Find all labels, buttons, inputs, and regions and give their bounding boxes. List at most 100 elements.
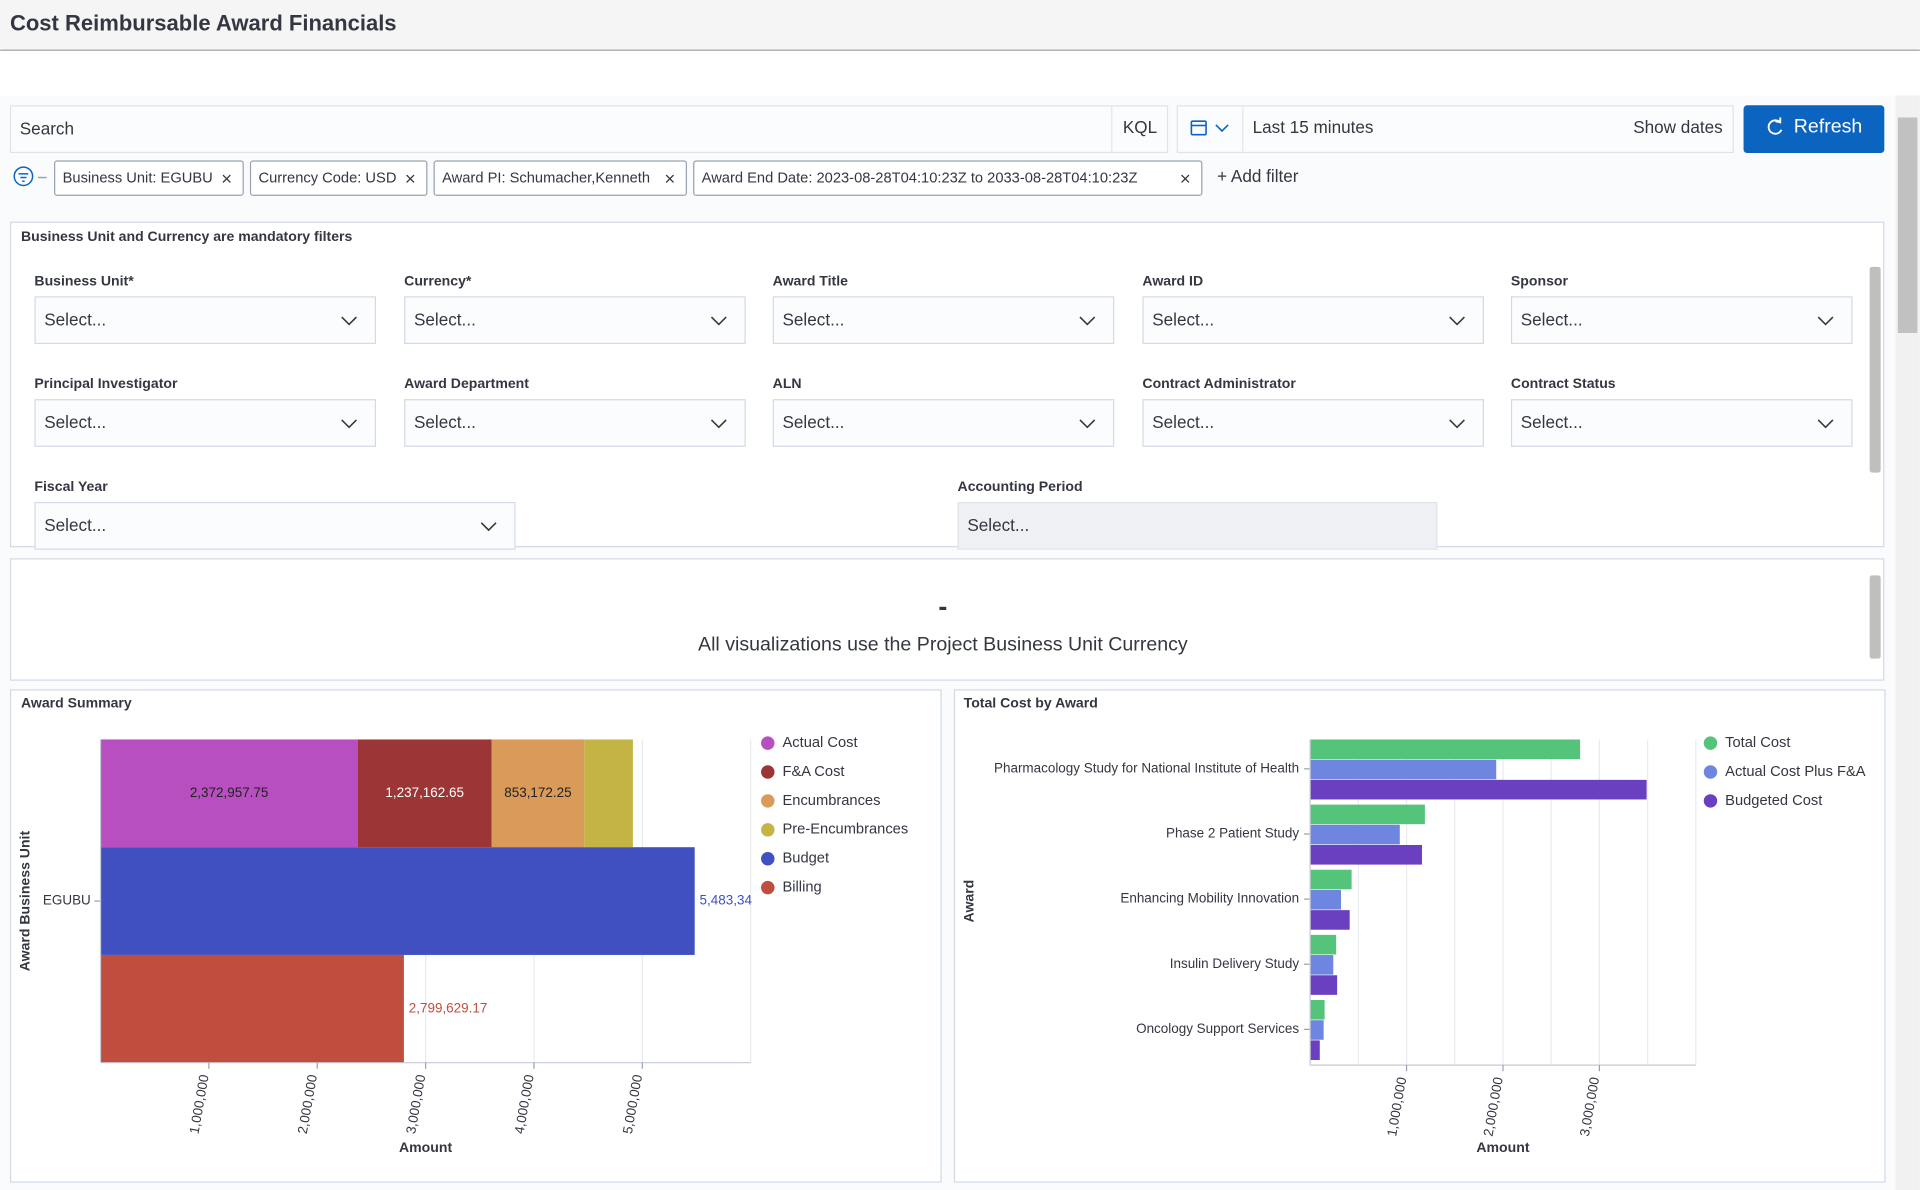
bar <box>1310 910 1350 930</box>
filter-pill[interactable] <box>693 160 1203 196</box>
select-box[interactable] <box>404 399 746 447</box>
bar <box>1310 975 1338 995</box>
bar <box>1310 844 1422 865</box>
select-placeholder: Select... <box>782 309 844 329</box>
add-filter[interactable]: + Add filter <box>1217 166 1299 186</box>
select-placeholder: Select... <box>44 412 106 432</box>
legend-swatch[interactable] <box>1703 736 1718 750</box>
legend-label[interactable]: Budget <box>782 851 829 867</box>
select-placeholder: Select... <box>414 309 476 329</box>
data-label: 1,237,162.65 <box>385 785 464 800</box>
select-placeholder: Select... <box>1521 412 1583 432</box>
remove-icon[interactable] <box>222 174 231 183</box>
controls-title: Business Unit and Currency are mandatory… <box>21 228 353 244</box>
remove-icon[interactable] <box>1181 174 1190 183</box>
bar <box>491 739 585 848</box>
legend-swatch[interactable] <box>1703 794 1718 808</box>
select-box[interactable] <box>1142 296 1484 345</box>
chevron-icon <box>710 316 727 326</box>
chevron-icon <box>480 522 497 532</box>
time-range: Last 15 minutes <box>1253 117 1374 137</box>
controls-panel <box>9 221 1885 548</box>
filter-pill[interactable] <box>249 160 428 196</box>
legend-swatch[interactable] <box>761 880 775 895</box>
chevron-icon <box>1079 419 1096 429</box>
filter-menu-icon[interactable] <box>13 166 47 187</box>
legend-label[interactable]: Total Cost <box>1725 735 1790 751</box>
filter-pill[interactable] <box>54 160 244 196</box>
date-picker[interactable] <box>1176 105 1734 154</box>
select-box <box>957 501 1438 550</box>
field-label: Principal Investigator <box>34 375 178 391</box>
field-label: Business Unit* <box>34 272 134 288</box>
chevron-icon <box>1817 316 1834 326</box>
bar <box>100 739 358 848</box>
legend-swatch[interactable] <box>761 736 775 750</box>
y-axis-title: Award Business Unit <box>17 831 33 972</box>
select-placeholder: Select... <box>44 309 106 329</box>
chart: Award Summary 2,372,957.75 1,237,162.65 853… <box>17 695 909 1155</box>
select-box[interactable] <box>404 296 746 345</box>
refresh-icon <box>1767 117 1783 135</box>
select-box[interactable] <box>34 296 377 345</box>
legend-label[interactable]: Pre-Encumbrances <box>782 822 908 838</box>
filter-pill-label: Currency Code: USD <box>258 171 396 187</box>
legend-label[interactable]: Billing <box>782 879 821 895</box>
chevron-icon <box>1817 419 1834 429</box>
chevron-icon <box>341 419 357 429</box>
field-label: Fiscal Year <box>34 478 108 494</box>
bar <box>357 739 492 848</box>
chevron-icon <box>710 419 727 429</box>
calendar-icon[interactable] <box>1190 120 1229 136</box>
field-label: Accounting Period <box>958 478 1083 494</box>
filter-pill[interactable] <box>433 160 687 196</box>
select-box[interactable] <box>1510 296 1853 345</box>
bar <box>1310 759 1497 780</box>
notice-text: All visualizations use the Project Busin… <box>698 633 1188 655</box>
select-box[interactable] <box>772 296 1115 345</box>
scrollbar-thumb[interactable] <box>1869 266 1881 473</box>
chevron-icon <box>1449 419 1465 429</box>
field-label: ALN <box>773 375 802 391</box>
bar <box>1310 889 1341 910</box>
bars: 2,372,957.75 1,237,162.65 853,172.25 5,483,… <box>100 739 760 1063</box>
bar <box>584 739 633 848</box>
field-label: Award ID <box>1142 272 1203 288</box>
select-box[interactable] <box>34 501 516 550</box>
show-dates[interactable]: Show dates <box>1633 117 1723 137</box>
bar <box>1310 739 1581 760</box>
bar <box>1310 869 1352 890</box>
page-scrollbar-thumb[interactable] <box>1897 117 1918 334</box>
kql-button[interactable]: KQL <box>1123 117 1157 137</box>
legend-label[interactable]: Budgeted Cost <box>1725 793 1822 809</box>
remove-icon[interactable] <box>406 174 415 183</box>
select-box[interactable] <box>34 399 377 447</box>
legend-label[interactable]: F&A Cost <box>782 764 844 780</box>
search-box[interactable] <box>9 105 1169 154</box>
select-box[interactable] <box>1142 399 1484 447</box>
select-placeholder: Select... <box>782 412 844 432</box>
refresh-button[interactable] <box>1743 105 1885 154</box>
field-label: Sponsor <box>1511 272 1569 288</box>
y-tick-label: Phase 2 Patient Study <box>1166 826 1299 841</box>
data-label: 5,483,340 <box>700 893 760 908</box>
legend-label[interactable]: Actual Cost Plus F&A <box>1725 764 1866 780</box>
scrollbar-thumb[interactable] <box>1869 575 1881 659</box>
legend-swatch[interactable] <box>761 794 775 808</box>
select-box[interactable] <box>772 399 1115 447</box>
header-bar <box>0 0 1920 51</box>
legend-swatch[interactable] <box>761 851 775 866</box>
legend-label[interactable]: Encumbrances <box>782 793 880 809</box>
notice-panel <box>9 558 1885 681</box>
legend-label[interactable]: Actual Cost <box>782 735 857 751</box>
remove-icon[interactable] <box>665 174 674 183</box>
select-box[interactable] <box>1510 399 1853 447</box>
legend-swatch[interactable] <box>1703 765 1718 779</box>
chevron-icon <box>1449 316 1465 326</box>
bar <box>1310 1040 1320 1060</box>
chart-title: Award Summary <box>21 695 132 711</box>
legend-swatch[interactable] <box>761 823 775 837</box>
field-label: Currency* <box>404 272 472 288</box>
y-tick-label: Insulin Delivery Study <box>1170 956 1300 971</box>
legend-swatch[interactable] <box>761 765 775 779</box>
